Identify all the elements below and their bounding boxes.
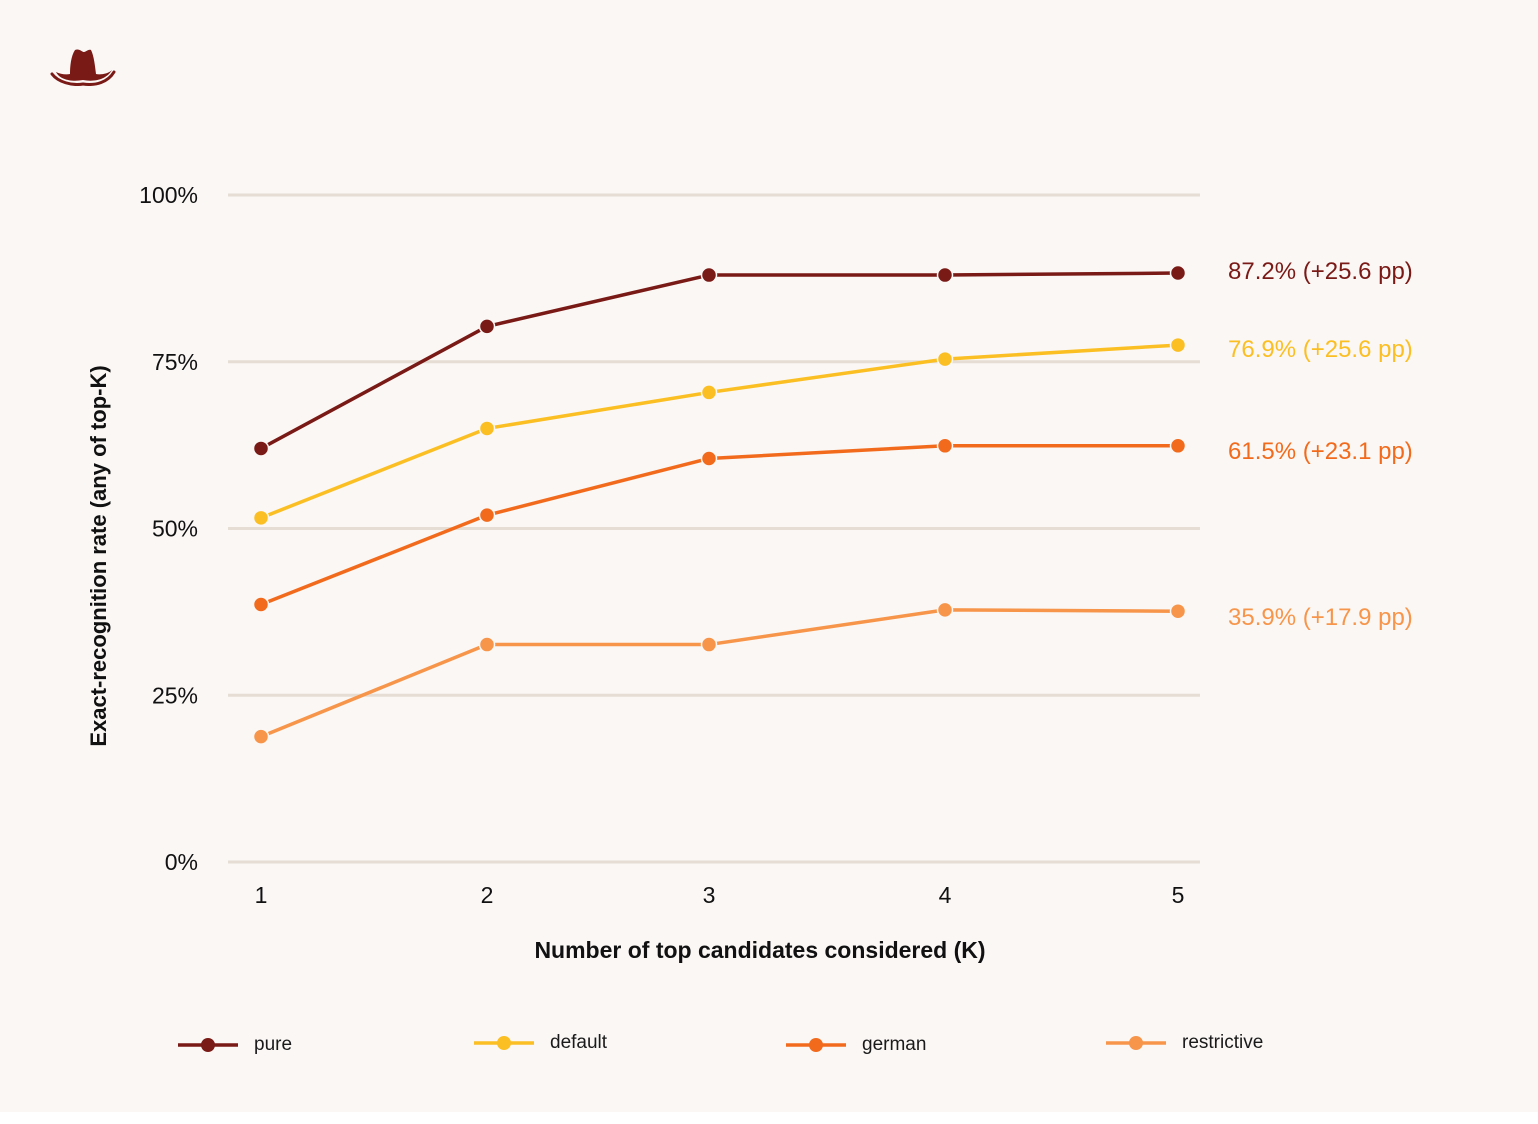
end-label-german: 61.5% (+23.1 pp) [1228,438,1413,465]
data-point-default [936,350,954,368]
legend-label: pure [254,1034,293,1055]
legend-swatch-default [474,1036,534,1050]
data-point-pure [252,440,270,457]
data-point-restrictive [936,601,954,619]
gridlines [228,193,1200,864]
cowboy-hat-icon [50,49,116,86]
data-point-german [1169,437,1187,455]
series-lines [252,264,1187,745]
legend-label: restrictive [1182,1032,1264,1053]
data-point-german [700,450,718,467]
data-point-german [478,506,496,524]
series-line-german [260,444,1178,607]
legend-label: default [550,1032,608,1053]
data-point-default [252,509,270,527]
data-point-restrictive [1169,602,1187,620]
data-point-restrictive [700,636,718,653]
legend-label: german [862,1034,927,1055]
legend-item-default: default [474,1028,607,1058]
x-tick-labels: 1 2 3 4 5 [255,882,1185,908]
data-point-german [936,437,954,455]
x-axis-label: Number of top candidates considered (K) [534,937,985,963]
data-point-pure [1169,264,1187,282]
legend-swatch-pure [178,1038,238,1052]
data-point-german [252,596,270,613]
data-point-restrictive [478,636,496,653]
data-point-restrictive [252,728,270,745]
end-label-pure: 87.2% (+25.6 pp) [1228,258,1413,285]
x-tick-label: 1 [255,882,268,908]
legend-item-pure: pure [178,1030,292,1060]
series-line-default [260,343,1179,520]
legend: pure default german restrictive [0,1028,1538,1064]
y-tick-label: 100% [139,182,198,208]
x-tick-label: 4 [939,882,952,908]
legend-swatch-german [786,1038,846,1052]
data-point-pure [936,266,954,284]
x-tick-label: 5 [1172,882,1185,908]
end-label-default: 76.9% (+25.6 pp) [1228,336,1413,363]
y-tick-label: 0% [165,849,198,875]
data-point-pure [478,318,496,335]
end-labels: 87.2% (+25.6 pp) 76.9% (+25.6 pp) 61.5% (+… [1228,258,1413,631]
x-tick-label: 3 [703,882,716,908]
data-point-pure [700,266,718,284]
y-tick-labels: 0% 25% 50% 75% 100% [139,182,198,875]
legend-item-german: german [786,1030,926,1060]
y-tick-label: 75% [152,349,198,375]
data-point-default [700,384,718,401]
y-axis-label: Exact-recognition rate (any of top-K) [86,365,111,746]
y-tick-label: 50% [152,516,198,542]
data-point-default [478,420,496,437]
legend-swatch-restrictive [1106,1036,1166,1050]
y-tick-label: 25% [152,682,198,708]
data-point-default [1169,336,1187,354]
end-label-restrictive: 35.9% (+17.9 pp) [1228,604,1413,631]
x-tick-label: 2 [481,882,494,908]
legend-item-restrictive: restrictive [1106,1028,1263,1058]
series-line-restrictive [260,608,1179,739]
